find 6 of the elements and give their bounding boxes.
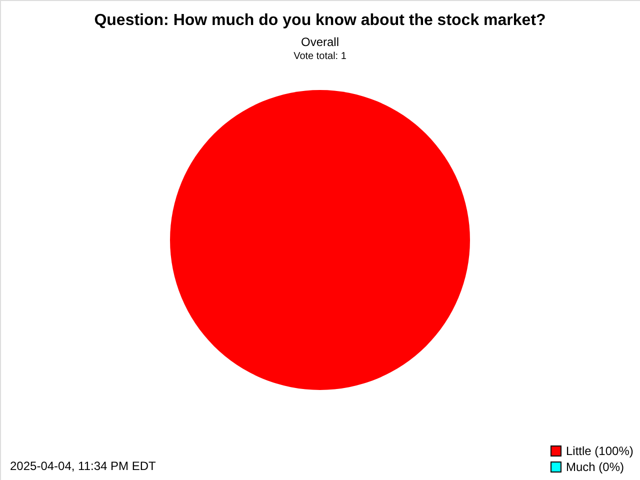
text: 2025-04-04, 11:34 PM EDT [10, 459, 157, 473]
legend-label: Much (0%) [566, 460, 624, 474]
chart-title: Question: How much do you know about the stock market? [94, 12, 546, 29]
chart-subtitle: Overall [300, 35, 340, 49]
text: Vote total: 1 [294, 51, 347, 62]
legend-label: Little (100%) [566, 444, 634, 458]
